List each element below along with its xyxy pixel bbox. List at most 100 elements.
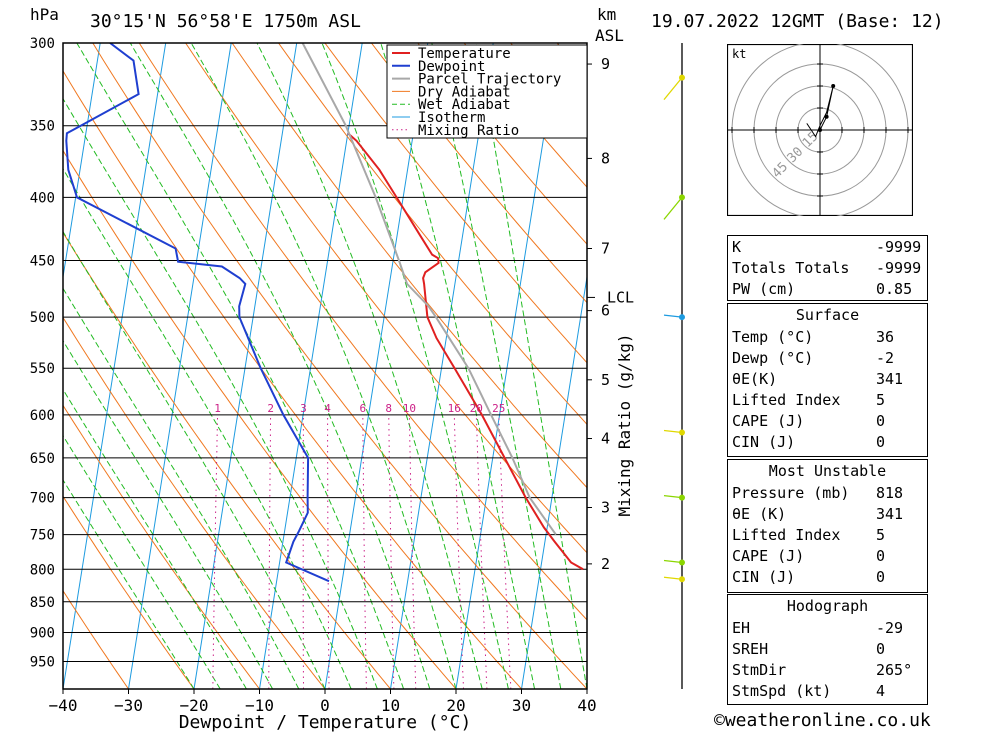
mixing-ratio-label: 6 (360, 402, 367, 415)
km-tick-label: 5 (601, 371, 610, 389)
index-label: StmDir (732, 660, 787, 679)
dry-adiabat-line (63, 69, 522, 689)
index-value: 0.85 (876, 279, 913, 298)
hodograph-point (818, 128, 822, 132)
index-value: -2 (876, 348, 895, 367)
legend-entry: Dry Adiabat (418, 84, 511, 100)
pressure-tick-label: 950 (30, 654, 55, 670)
isotherm-line (324, 43, 429, 689)
mixing-ratio-label: 3 (300, 402, 307, 415)
index-value: 36 (876, 327, 895, 346)
dry-adiabat-line (371, 43, 587, 304)
pressure-tick-label: 900 (30, 625, 55, 641)
pressure-tick-label: 450 (30, 254, 55, 270)
index-value: 265° (876, 660, 913, 679)
index-row: CIN (J) 0 (728, 431, 927, 452)
wet-adiabat-line (129, 43, 431, 689)
wet-adiabat-line (190, 43, 457, 689)
x-tick-label: −20 (180, 696, 209, 715)
x-axis-label: Dewpoint / Temperature (°C) (179, 712, 472, 733)
hodograph-point (831, 84, 836, 88)
legend-entry: Parcel Trajectory (418, 72, 561, 88)
asl-label: ASL (595, 26, 624, 45)
wind-barb-staff (663, 494, 683, 499)
index-label: Lifted Index (732, 390, 841, 409)
isotherm-line (259, 43, 363, 689)
index-row: Lifted Index 5 (728, 389, 927, 410)
index-row: StmDir 265° (728, 659, 927, 680)
index-label: CAPE (J) (732, 411, 805, 430)
hodograph-index-title: Hodograph (786, 597, 869, 615)
index-value: 5 (876, 390, 886, 409)
dry-adiabat-line (417, 43, 587, 245)
dry-adiabat-line (278, 43, 587, 426)
index-label: SREH (732, 639, 769, 658)
index-row: θE(K) 341 (728, 368, 927, 389)
index-label: EH (732, 618, 751, 637)
index-row: Pressure (mb) 818 (728, 482, 927, 503)
index-value: 341 (876, 504, 904, 523)
index-value: 0 (876, 546, 886, 565)
surface-panel: Surface Temp (°C) 36 Dewp (°C) -2 θE(K) 341 Li… (727, 303, 928, 457)
wind-barb-staff (663, 196, 683, 220)
dry-adiabat-line (63, 149, 457, 689)
mixing-ratio-line (212, 414, 219, 689)
isotherm-line (63, 43, 167, 689)
pressure-tick-label: 400 (30, 190, 55, 206)
hodograph-unit: kt (732, 47, 746, 61)
index-value: -29 (876, 618, 904, 637)
pressure-tick-label: 300 (30, 36, 55, 52)
isotherm-line (390, 43, 494, 689)
wet-adiabat-line (475, 43, 587, 689)
hodograph-point (824, 114, 829, 119)
credit-text: ©weatheronline.co.uk (714, 710, 931, 731)
index-value: 341 (876, 369, 904, 388)
index-label: θE(K) (732, 369, 778, 388)
index-value: 818 (876, 483, 904, 502)
temperature-series-line (347, 132, 584, 571)
dewpoint-series-line (65, 43, 330, 583)
km-tick-label: 6 (601, 302, 610, 320)
index-value: -9999 (876, 258, 922, 277)
index-value: -9999 (876, 237, 922, 256)
x-tick-label: 30 (512, 696, 531, 715)
mixing-ratio-label: 4 (324, 402, 331, 415)
datetime-title: 19.07.2022 12GMT (Base: 12) (651, 11, 944, 32)
index-row: θE (K) 341 (728, 503, 927, 524)
index-row: CAPE (J) 0 (728, 410, 927, 431)
plot-frame (62, 42, 588, 690)
wind-barb-staff (663, 314, 683, 318)
index-value: 5 (876, 525, 886, 544)
legend-entry: Temperature (418, 46, 511, 62)
pressure-tick-label: 700 (30, 491, 55, 507)
dry-adiabat-line (63, 495, 195, 689)
legend-entry: Wet Adiabat (418, 97, 511, 113)
isotherm-line (63, 43, 101, 281)
legend-entry: Mixing Ratio (418, 123, 519, 139)
index-value: 0 (876, 639, 886, 658)
hodograph-index-panel: Hodograph EH -29 SREH 0 StmDir 265° StmSpd (kt… (727, 594, 928, 705)
km-tick-label: 2 (601, 555, 610, 573)
pressure-tick-label: 600 (30, 408, 55, 424)
mixing-ratio-label: 2 (267, 402, 274, 415)
indices-top-panel: K -9999 Totals Totals -9999 PW (cm) 0.85 (727, 235, 928, 301)
index-row: CAPE (J) 0 (728, 545, 927, 566)
isotherm-line (521, 273, 587, 689)
wet-adiabat-line (63, 339, 274, 689)
index-row: EH -29 (728, 617, 927, 638)
km-unit-label: km (597, 5, 617, 24)
pressure-tick-label: 800 (30, 562, 55, 578)
lcl-label: LCL (607, 288, 634, 306)
wind-barb-staff (663, 77, 683, 101)
index-label: PW (cm) (732, 279, 796, 298)
index-row: PW (cm) 0.85 (728, 278, 927, 299)
index-label: CIN (J) (732, 567, 796, 586)
parcel-series-line (301, 43, 557, 536)
index-label: Lifted Index (732, 525, 841, 544)
index-label: K (732, 237, 742, 256)
mixing-ratio-line (327, 414, 330, 689)
index-row: Totals Totals -9999 (728, 257, 927, 278)
index-value: 0 (876, 411, 886, 430)
